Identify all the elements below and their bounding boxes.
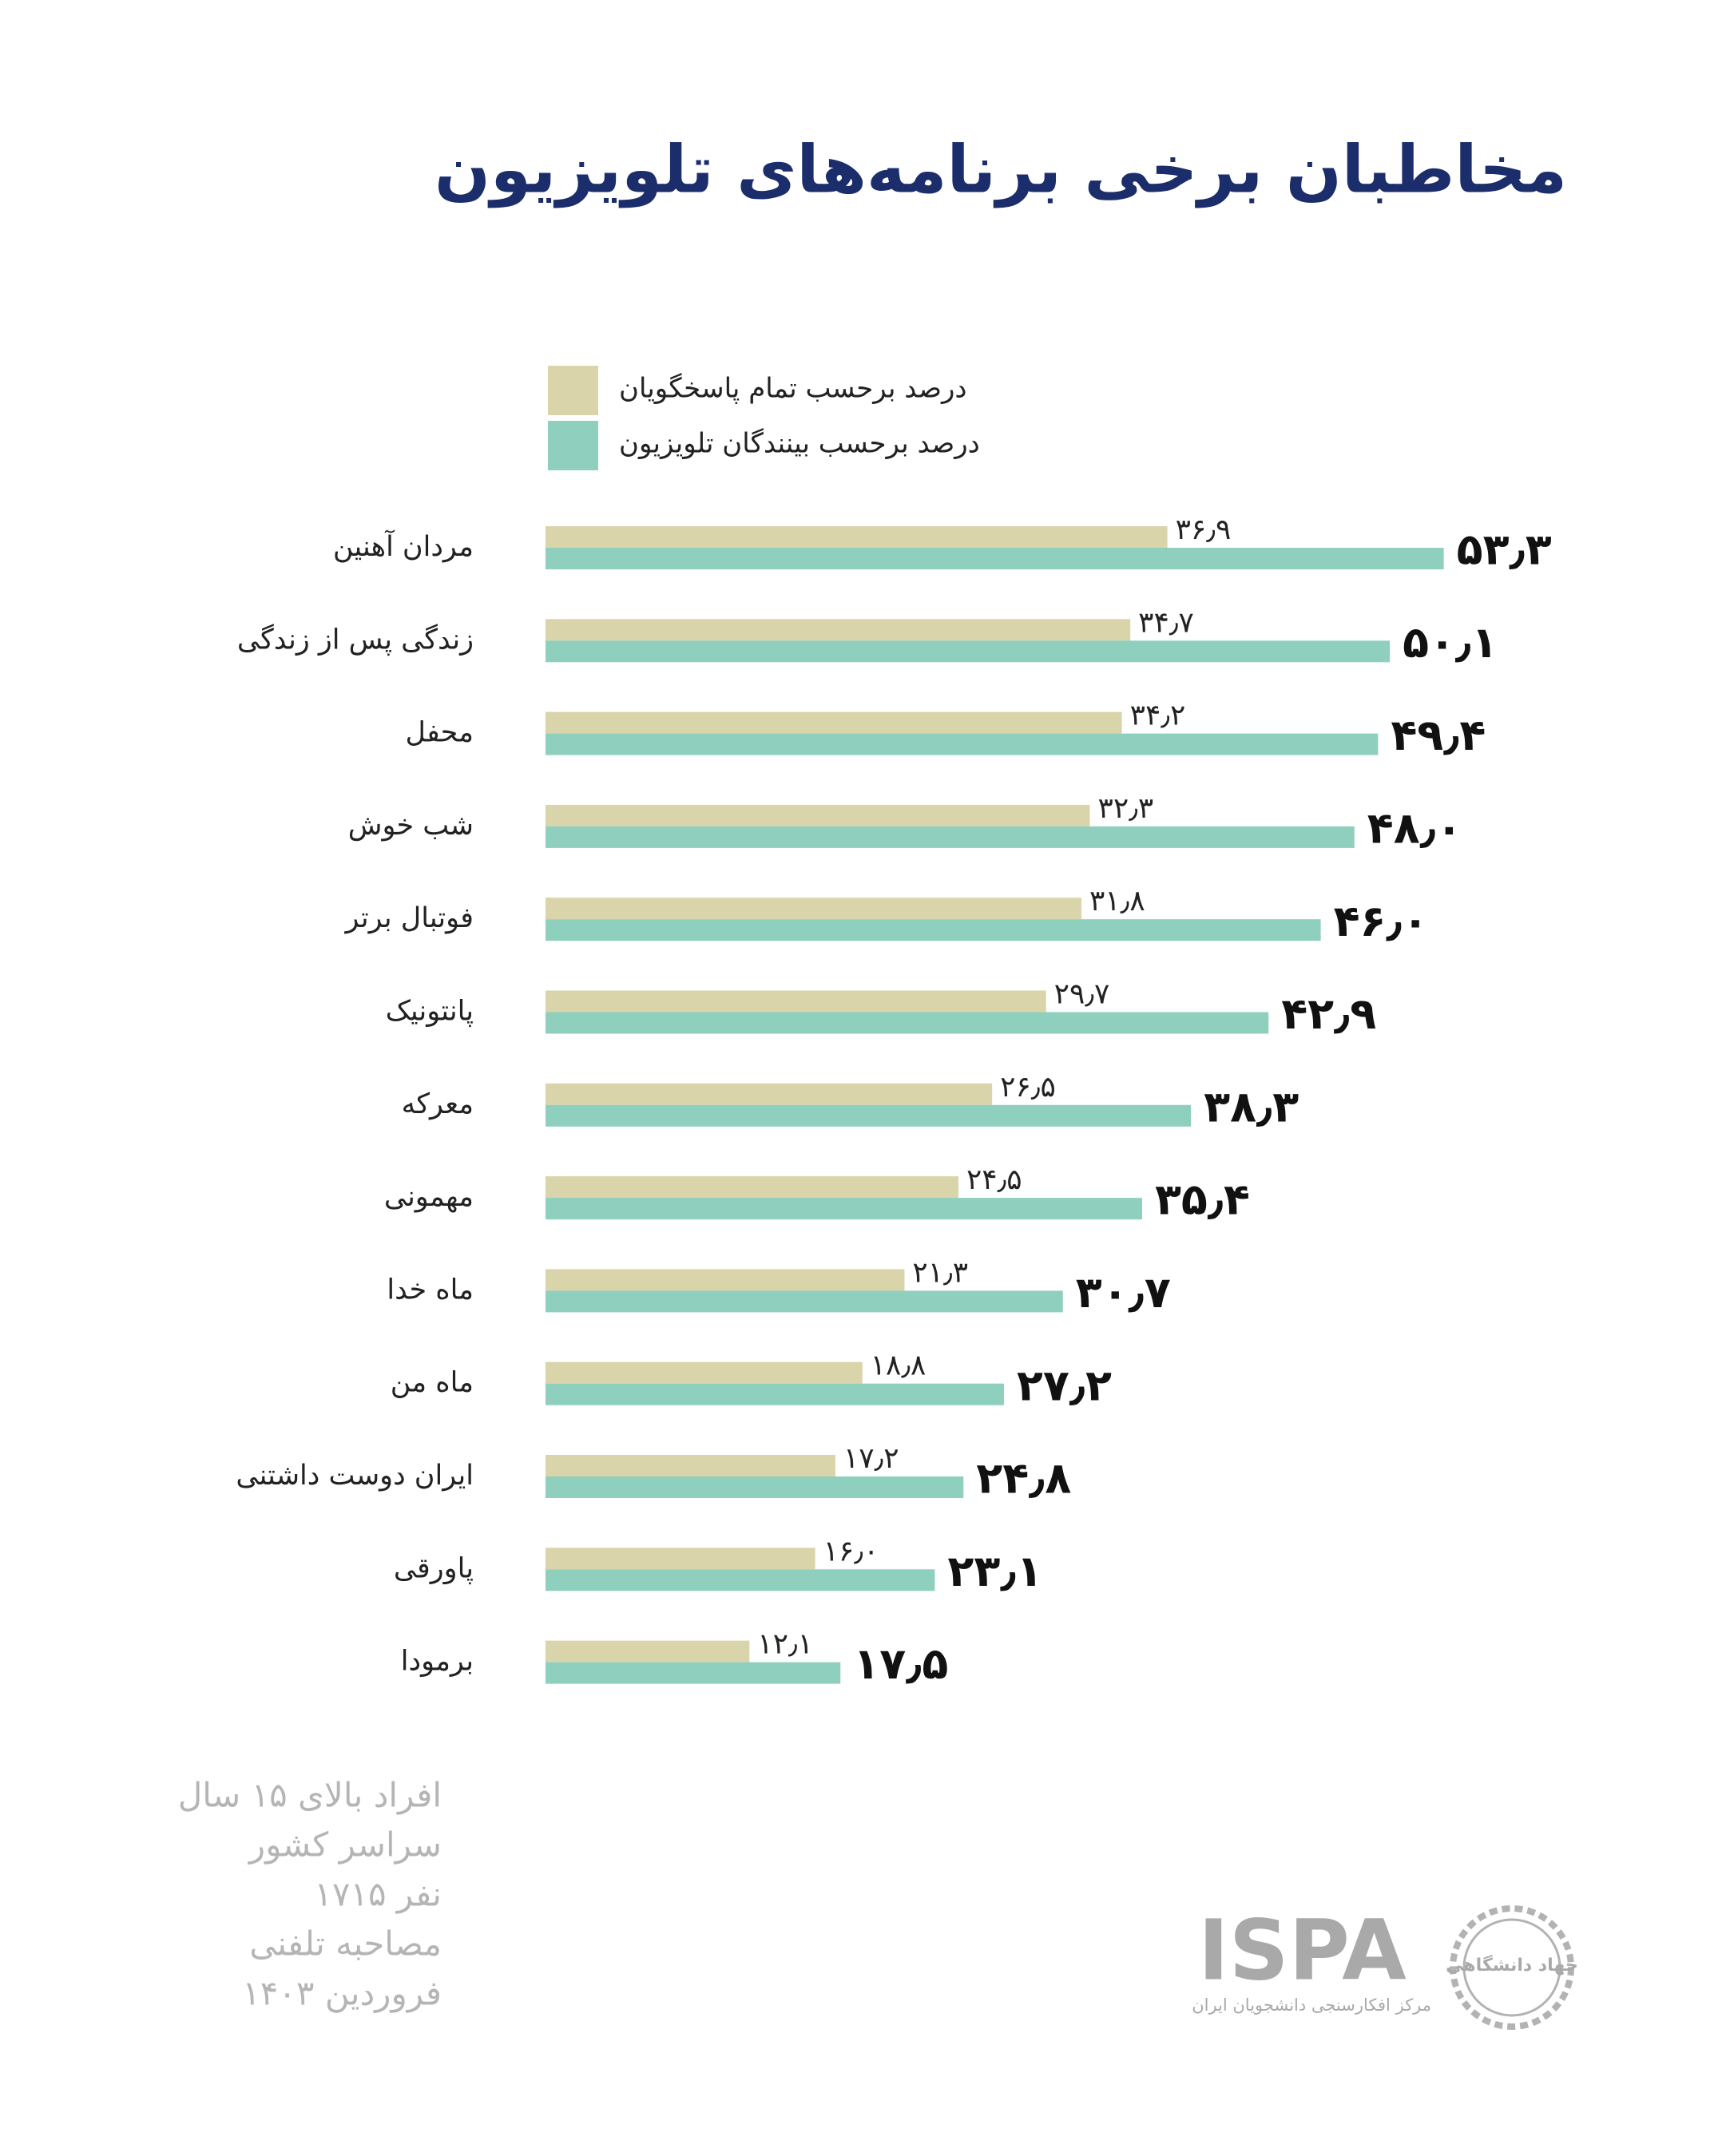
value-label: ۲۱٫۳ xyxy=(912,1256,968,1289)
footnote: فروردین ۱۴۰۳ xyxy=(242,1974,442,2013)
value-label: ۲۹٫۷ xyxy=(1054,978,1110,1011)
category-label: مردان آهنین xyxy=(333,529,474,563)
bar xyxy=(546,1012,1269,1034)
bar xyxy=(546,1548,815,1570)
category-label: فوتبال برتر xyxy=(344,902,474,934)
bar xyxy=(546,1083,993,1105)
legend-swatch xyxy=(548,421,598,470)
bar xyxy=(546,1176,958,1199)
value-label-bold: ۲۷٫۲ xyxy=(1017,1360,1112,1410)
category-label: ایران دوست داشتنی xyxy=(236,1460,474,1492)
value-label-bold: ۲۴٫۸ xyxy=(976,1453,1071,1504)
bar xyxy=(546,711,1122,734)
footnote: افراد بالای ۱۵ سال xyxy=(178,1776,442,1815)
bar xyxy=(546,1662,841,1684)
value-label: ۳۱٫۸ xyxy=(1089,885,1145,917)
value-label-bold: ۴۶٫۰ xyxy=(1334,896,1429,946)
emblem xyxy=(1450,1905,1574,2030)
category-label: معرکه xyxy=(402,1088,474,1120)
bar xyxy=(546,1455,835,1476)
bar xyxy=(546,1198,1142,1220)
footnote: سراسر کشور xyxy=(248,1825,442,1865)
footnote: ۱۷۱۵ نفر xyxy=(314,1875,442,1914)
value-label: ۱۷٫۲ xyxy=(843,1442,899,1475)
value-label: ۱۲٫۱ xyxy=(757,1628,813,1661)
bar xyxy=(546,898,1081,920)
bar xyxy=(546,919,1321,941)
logo-name: ISPA xyxy=(1198,1901,1407,1999)
bar xyxy=(546,1383,1004,1405)
value-label: ۳۴٫۲ xyxy=(1130,700,1186,732)
value-label-bold: ۳۰٫۷ xyxy=(1076,1267,1171,1318)
value-label-bold: ۳۵٫۴ xyxy=(1155,1175,1250,1225)
footnote: مصاحبه تلفنی xyxy=(249,1924,442,1964)
bar xyxy=(546,640,1391,663)
value-label: ۱۶٫۰ xyxy=(823,1535,879,1567)
bar xyxy=(546,733,1379,755)
value-label-bold: ۲۳٫۱ xyxy=(947,1546,1042,1596)
legend-swatch xyxy=(548,366,598,415)
value-label: ۲۶٫۵ xyxy=(1000,1071,1056,1104)
bar xyxy=(546,548,1444,569)
legend-label: درصد برحسب بینندگان تلویزیون xyxy=(619,428,980,460)
bar xyxy=(546,990,1046,1013)
value-label-bold: ۵۰٫۱ xyxy=(1403,617,1498,668)
logo-subtitle: مرکز افکارسنجی دانشجویان ایران xyxy=(1192,1995,1431,2015)
category-label: محفل xyxy=(405,717,474,749)
value-label: ۱۸٫۸ xyxy=(871,1349,926,1382)
bar xyxy=(546,526,1168,548)
category-label: پانتونیک xyxy=(386,996,474,1028)
bar xyxy=(546,1361,863,1384)
value-label-bold: ۴۲٫۹ xyxy=(1281,989,1376,1039)
logo-emblem-text: جهاد دانشگاهی xyxy=(1446,1954,1578,1976)
category-label: زندگی پس از زندگی xyxy=(237,623,474,656)
value-label: ۳۶٫۹ xyxy=(1176,513,1232,546)
bar xyxy=(546,1269,905,1291)
category-label: برمودا xyxy=(401,1646,474,1678)
bar xyxy=(546,1104,1192,1127)
bar xyxy=(546,826,1355,848)
legend-label: درصد برحسب تمام پاسخگویان xyxy=(619,373,967,405)
category-label: مهمونی xyxy=(384,1181,474,1213)
value-label: ۳۲٫۳ xyxy=(1098,792,1154,825)
bar xyxy=(546,1290,1063,1313)
value-label-bold: ۳۸٫۳ xyxy=(1204,1081,1299,1132)
value-label-bold: ۵۳٫۳ xyxy=(1457,525,1552,575)
value-label: ۳۴٫۷ xyxy=(1138,606,1194,639)
bar xyxy=(546,1640,750,1663)
emblem-inner-ring xyxy=(1462,1918,1561,2017)
bar xyxy=(546,1569,935,1591)
category-label: ماه خدا xyxy=(387,1274,474,1306)
bar xyxy=(546,804,1090,826)
value-label-bold: ۱۷٫۵ xyxy=(853,1639,948,1689)
bar xyxy=(546,619,1131,641)
value-label: ۲۴٫۵ xyxy=(966,1163,1022,1196)
chart-title: مخاطبان برخی برنامه‌های تلویزیون xyxy=(434,132,1567,208)
value-label-bold: ۴۹٫۴ xyxy=(1391,710,1486,760)
emblem-ring xyxy=(1450,1905,1574,2030)
category-label: شب خوش xyxy=(348,810,474,842)
category-label: ماه من xyxy=(391,1367,474,1399)
category-label: پاورقی xyxy=(394,1552,474,1584)
bar xyxy=(546,1476,964,1498)
value-label-bold: ۴۸٫۰ xyxy=(1367,803,1462,854)
